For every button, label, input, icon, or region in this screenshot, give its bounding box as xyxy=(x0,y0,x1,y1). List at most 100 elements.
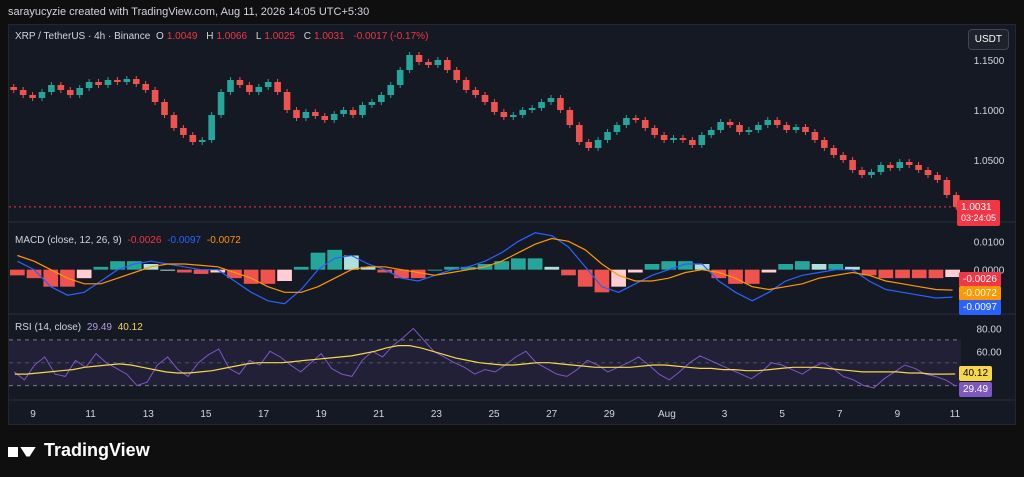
chart-canvas[interactable]: 1.1500 1.1000 1.0500 0.0100 0.0000 80.00 60.00… xyxy=(9,25,1016,425)
macd-histogram-bar xyxy=(110,261,125,270)
rsi-name[interactable]: RSI (14, close) xyxy=(15,322,82,333)
macd-histogram-bar xyxy=(644,264,660,270)
rsi-tag: 29.49 xyxy=(959,382,993,397)
macd-histogram-bar xyxy=(561,269,576,276)
high-label: H 1.0066 xyxy=(206,31,248,42)
macd-histogram-bar xyxy=(511,258,526,270)
candle xyxy=(575,125,583,142)
candle xyxy=(491,102,498,112)
candle xyxy=(500,112,508,117)
candle xyxy=(29,95,36,98)
currency-button[interactable]: USDT xyxy=(967,29,1009,50)
x-axis-tick: 11 xyxy=(85,409,96,420)
candle xyxy=(208,115,215,140)
candle xyxy=(915,165,922,170)
candle xyxy=(519,110,527,115)
macd-histogram-bar xyxy=(344,255,359,270)
candle xyxy=(57,85,65,90)
candle xyxy=(189,135,197,142)
macd-histogram-bar xyxy=(460,266,476,270)
close-label: C 1.0031 xyxy=(303,31,345,42)
candle xyxy=(905,162,913,165)
macd-histogram-bar xyxy=(811,264,827,270)
candle xyxy=(736,125,743,132)
x-axis-tick: 7 xyxy=(837,409,843,420)
macd-histogram-bar xyxy=(611,269,626,287)
x-axis-tick: 25 xyxy=(488,409,500,420)
macd-histogram-bar xyxy=(177,269,192,273)
candle xyxy=(283,92,291,110)
macd-histogram-bar xyxy=(778,264,793,270)
x-axis-tick: 13 xyxy=(143,409,155,420)
candle xyxy=(755,125,762,130)
candle xyxy=(425,62,432,65)
x-axis-tick: 19 xyxy=(316,409,328,420)
chart-container[interactable]: 1.1500 1.1000 1.0500 0.0100 0.0000 80.00 60.00… xyxy=(8,24,1016,425)
candle xyxy=(764,120,772,125)
candle xyxy=(406,55,413,70)
macd-histogram-bar xyxy=(878,269,894,279)
candle xyxy=(538,102,545,108)
candle xyxy=(274,82,281,92)
candle xyxy=(811,132,819,140)
x-axis-tick: 3 xyxy=(722,409,728,420)
candle xyxy=(151,90,159,102)
candle xyxy=(651,128,658,135)
candle xyxy=(566,110,574,125)
candle xyxy=(952,195,960,207)
x-axis-tick: 23 xyxy=(431,409,443,420)
candle xyxy=(415,55,423,62)
macd-hist-value: -0.0026 xyxy=(127,235,162,246)
candle xyxy=(142,84,149,90)
macd-histogram-bar xyxy=(93,266,109,270)
candle xyxy=(641,120,649,128)
symbol-label[interactable]: XRP / TetherUS · 4h · Binance xyxy=(15,31,151,42)
candle xyxy=(114,80,121,82)
candle xyxy=(594,140,602,148)
macd-histogram-bar xyxy=(327,249,343,270)
macd-name[interactable]: MACD (close, 12, 26, 9) xyxy=(15,235,122,246)
candle xyxy=(821,140,828,148)
x-axis-tick: 15 xyxy=(200,409,212,420)
macd-histogram-bar xyxy=(527,258,543,270)
rsi-axis-tick: 80.00 xyxy=(976,324,1001,335)
macd-axis-tick: 0.0100 xyxy=(974,237,1005,248)
brand-name: TradingView xyxy=(44,440,150,460)
candle xyxy=(698,135,706,145)
candle xyxy=(547,98,555,102)
x-axis-tick: 21 xyxy=(373,409,385,420)
candle xyxy=(132,79,140,84)
candle xyxy=(227,80,234,92)
candle xyxy=(443,60,451,70)
macd-histogram-bar xyxy=(360,266,376,270)
macd-line xyxy=(17,232,953,305)
macd-histogram-bar xyxy=(427,269,443,271)
candle xyxy=(528,108,536,110)
x-axis-tick: 5 xyxy=(779,409,785,420)
x-axis-tick: 9 xyxy=(895,409,901,420)
candle xyxy=(557,98,564,110)
rsi-legend: RSI (14, close) 29.49 40.12 xyxy=(15,322,146,333)
candle xyxy=(679,138,687,140)
candle xyxy=(481,95,489,102)
macd-histogram-bar xyxy=(260,269,276,284)
last-price-tag: 1.0031 03:24:05 xyxy=(957,200,1001,226)
macd-histogram-bar xyxy=(310,252,326,270)
candle xyxy=(924,170,932,175)
macd-axis-tick: 0.0000 xyxy=(974,266,1005,277)
candle xyxy=(887,165,894,168)
rsi-ma-line xyxy=(14,345,956,375)
price-axis-tick: 1.1000 xyxy=(974,106,1005,117)
candle xyxy=(48,85,55,92)
macd-histogram-bar xyxy=(794,261,810,270)
rsi-axis-tick: 60.00 xyxy=(976,347,1001,358)
candle xyxy=(246,85,253,92)
candle xyxy=(161,102,168,115)
macd-signal-line xyxy=(17,237,953,293)
x-axis-tick: 29 xyxy=(604,409,616,420)
open-label: O 1.0049 xyxy=(156,31,198,42)
candle xyxy=(378,95,385,102)
macd-histogram-bar xyxy=(160,269,176,271)
macd-histogram-bar xyxy=(577,269,593,287)
